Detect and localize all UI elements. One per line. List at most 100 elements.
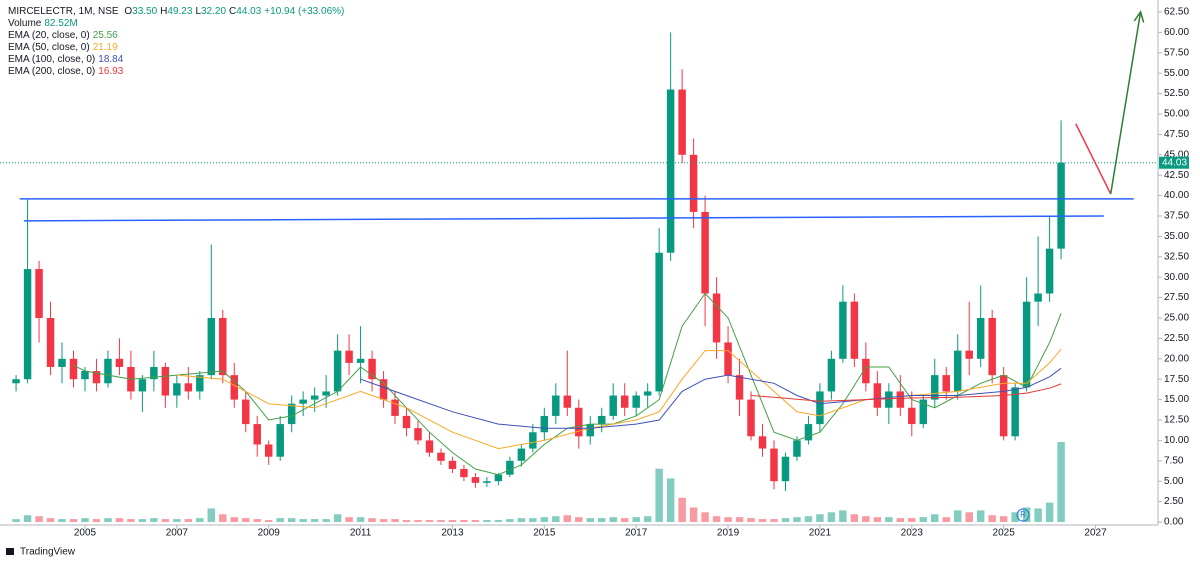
candle-body	[620, 395, 629, 408]
volume-bar	[632, 517, 640, 522]
candle-body	[804, 424, 813, 441]
volume-bar	[437, 520, 445, 522]
volume-bar	[12, 519, 20, 522]
volume-bar	[219, 514, 227, 522]
volume-bar	[379, 519, 388, 522]
indicator-name: EMA (200, close, 0)	[8, 66, 96, 77]
y-tick-label: 60.00	[1164, 27, 1189, 38]
volume-bar	[976, 510, 985, 522]
candle-body	[460, 468, 468, 478]
volume-bar	[701, 512, 709, 522]
y-tick-label: 32.50	[1164, 251, 1189, 262]
volume-row: Volume 82.52M	[8, 18, 347, 30]
last-price-label: 44.03	[1162, 157, 1187, 168]
y-tick-label: 0.00	[1164, 517, 1184, 528]
volume-bar	[575, 517, 583, 522]
indicator-name: EMA (20, close, 0)	[8, 30, 90, 41]
indicator-name: EMA (50, close, 0)	[8, 42, 90, 53]
x-tick-label: 2027	[1084, 528, 1107, 539]
ohlc-prefix: H	[160, 6, 168, 17]
legend: MIRCELECTR, 1M, NSE O33.50 H49.23 L32.20 C4…	[8, 6, 347, 78]
candle-body	[506, 460, 514, 475]
candle-body	[184, 383, 193, 392]
volume-bar	[517, 518, 526, 522]
candle-body	[643, 391, 652, 396]
volume-bar	[1011, 512, 1019, 522]
candle-body	[46, 318, 55, 367]
candle-body	[12, 379, 20, 384]
logo-mark	[6, 548, 14, 555]
y-tick-label: 25.00	[1164, 313, 1189, 324]
candle-body	[253, 424, 261, 445]
candle-body	[701, 211, 709, 294]
ohlc-value: 33.50	[132, 6, 158, 17]
volume-bar	[310, 519, 319, 522]
candle-body	[666, 89, 675, 253]
candle-body	[988, 318, 996, 376]
candle-body	[827, 358, 836, 392]
x-tick-label: 2025	[993, 528, 1016, 539]
volume-bar	[689, 507, 698, 522]
candle-body	[712, 293, 721, 343]
indicator-row: EMA (100, close, 0) 18.84	[8, 54, 347, 66]
candle-body	[976, 318, 985, 359]
volume-bar	[150, 518, 158, 522]
candle-body	[35, 269, 43, 318]
candle-body	[919, 399, 928, 425]
volume-bar	[965, 512, 973, 522]
candle-body	[873, 383, 882, 408]
ema-line	[750, 383, 1062, 402]
candle-body	[81, 371, 89, 380]
candle-body	[345, 350, 353, 363]
candle-body	[414, 428, 422, 441]
candle-body	[391, 399, 399, 416]
volume-bar	[81, 518, 89, 522]
candle-body	[770, 448, 778, 482]
volume-bar	[35, 516, 43, 522]
candle-body	[1011, 387, 1019, 437]
candle-body	[816, 391, 824, 425]
y-tick-label: 10.00	[1164, 435, 1189, 446]
trend-line	[1075, 123, 1112, 195]
y-tick-label: 15.00	[1164, 394, 1189, 405]
candle-body	[448, 460, 457, 469]
volume-bar	[1045, 502, 1054, 522]
y-tick-label: 55.00	[1164, 68, 1189, 79]
indicator-rows: EMA (20, close, 0) 25.56 EMA (50, close, 0…	[8, 30, 347, 78]
volume-bar	[104, 518, 112, 522]
volume-bar	[735, 517, 744, 522]
indicator-value: 18.84	[98, 54, 124, 65]
candle-body	[207, 318, 216, 376]
volume-bar	[885, 517, 893, 522]
volume-bar	[598, 518, 606, 522]
volume-bar	[919, 517, 928, 522]
candle-body	[437, 452, 445, 461]
volume-bar	[586, 518, 594, 522]
volume-bar	[46, 518, 55, 522]
volume-bar	[92, 519, 101, 522]
ema-line	[73, 292, 1062, 476]
volume-bar	[827, 512, 836, 522]
y-tick-label: 37.50	[1164, 211, 1189, 222]
y-tick-label: 52.50	[1164, 88, 1189, 99]
indicator-name: EMA (100, close, 0)	[8, 54, 96, 65]
candle-body	[735, 375, 744, 400]
candle-body	[908, 407, 916, 425]
x-tick-label: 2017	[625, 528, 648, 539]
candle-body	[276, 424, 284, 457]
candle-body	[1034, 293, 1042, 302]
volume-bar	[953, 510, 962, 522]
candle-body	[781, 456, 790, 482]
change: +10.94 (+33.06%)	[264, 6, 345, 17]
candle-body	[115, 358, 124, 367]
volume-bar	[804, 516, 813, 522]
x-tick-label: 2015	[533, 528, 556, 539]
volume-bar	[448, 520, 457, 522]
volume-bar	[540, 517, 549, 522]
y-tick-label: 7.50	[1164, 455, 1184, 466]
candle-body	[287, 403, 296, 425]
candle-body	[563, 395, 572, 408]
arrow-head	[1133, 10, 1145, 23]
